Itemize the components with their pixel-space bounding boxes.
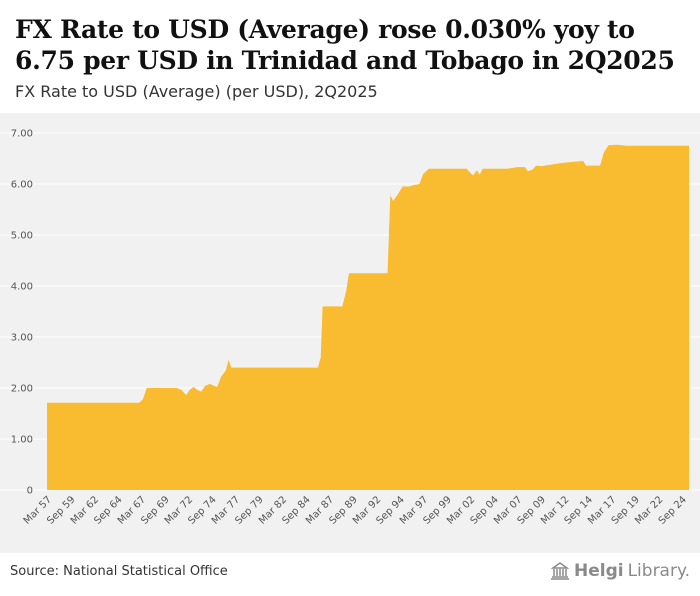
y-tick-label: 0: [27, 486, 33, 497]
logo-suffix: Library.: [627, 561, 690, 581]
y-tick-label: 5.00: [11, 231, 33, 242]
y-tick-label: 1.00: [11, 435, 33, 446]
source-note: Source: National Statistical Office: [10, 564, 228, 579]
series-area: [47, 144, 689, 491]
y-tick-label: 4.00: [11, 282, 33, 293]
chart-area: 0 1.00 2.00 3.00 4.00 5.00 6.00 7.00 Mar 57 Sep …: [0, 113, 700, 553]
logo-brand: Helgi: [573, 561, 624, 581]
y-tick-label: 6.00: [11, 180, 33, 191]
data-area: [47, 144, 689, 491]
library-building-icon: [550, 562, 570, 580]
chart-title: FX Rate to USD (Average) rose 0.030% yoy…: [15, 15, 675, 75]
chart-subtitle: FX Rate to USD (Average) (per USD), 2Q20…: [15, 82, 378, 101]
y-tick-label: 3.00: [11, 333, 33, 344]
y-tick-label: 2.00: [11, 384, 33, 395]
chart-svg: 0 1.00 2.00 3.00 4.00 5.00 6.00 7.00 Mar 57Sep …: [0, 129, 700, 527]
y-axis-labels: 0 1.00 2.00 3.00 4.00 5.00 6.00 7.00: [11, 129, 33, 497]
helgi-library-logo: Helgi Library.: [550, 561, 690, 581]
y-tick-label: 7.00: [11, 129, 33, 140]
